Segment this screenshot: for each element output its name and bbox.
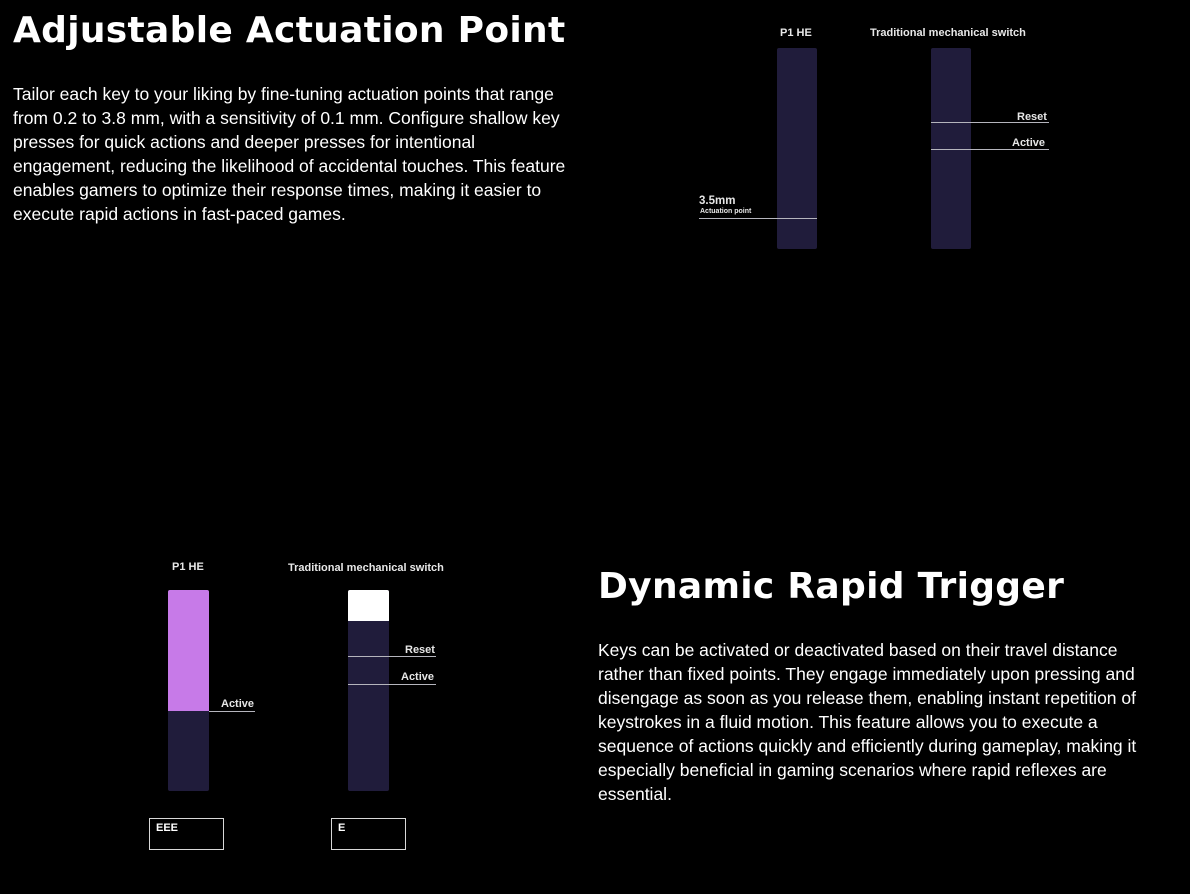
reset-label: Reset — [1017, 111, 1047, 123]
actuation-caption: Actuation point — [700, 208, 752, 215]
actuation-description: Tailor each key to your liking by fine-t… — [13, 84, 566, 224]
active-label: Active — [401, 671, 435, 683]
p1-he-switch-bar — [168, 590, 209, 791]
reset-line — [348, 656, 436, 657]
active-line — [348, 684, 436, 685]
rapid-trigger-description: Keys can be activated or deactivated bas… — [598, 640, 1137, 804]
rapid-trigger-title: Dynamic Rapid Trigger — [598, 566, 1065, 607]
active-line — [931, 149, 1049, 150]
traditional-key-output: E — [338, 822, 346, 834]
actuation-point-line — [699, 218, 817, 219]
p1-active-label: Active — [221, 698, 255, 710]
traditional-pressed-fill — [348, 590, 389, 621]
p1-he-pressed-fill — [168, 590, 209, 711]
p1-he-label: P1 HE — [780, 27, 812, 39]
p1-key-output: EEE — [156, 822, 179, 834]
active-label: Active — [1012, 137, 1046, 149]
traditional-switch-bar — [348, 590, 389, 791]
p1-key-output-box: EEE — [149, 818, 224, 850]
p1-he-label: P1 HE — [172, 561, 204, 573]
traditional-key-output-box: E — [331, 818, 406, 850]
actuation-value: 3.5mm — [699, 195, 736, 207]
p1-he-switch-bar — [777, 48, 817, 249]
p1-active-line — [209, 711, 255, 712]
traditional-switch-label: Traditional mechanical switch — [288, 562, 444, 574]
reset-label: Reset — [405, 644, 435, 656]
traditional-switch-bar — [931, 48, 971, 249]
reset-line — [931, 122, 1049, 123]
traditional-switch-label: Traditional mechanical switch — [870, 27, 1026, 39]
actuation-title: Adjustable Actuation Point — [13, 10, 566, 51]
